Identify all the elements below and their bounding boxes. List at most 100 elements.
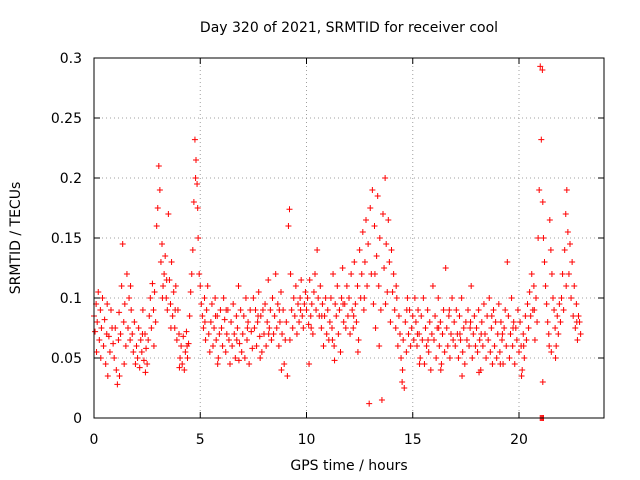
data-point [296, 319, 303, 325]
data-point [152, 319, 159, 325]
data-point [266, 325, 273, 331]
data-point [159, 295, 166, 301]
data-point [459, 349, 466, 355]
data-point [214, 361, 221, 367]
y-tick-label: 0.3 [60, 51, 82, 67]
data-point [252, 307, 259, 313]
data-point [492, 319, 499, 325]
data-point [317, 283, 324, 289]
data-point [460, 325, 467, 331]
data-point [186, 313, 193, 319]
y-tick-label: 0.25 [51, 111, 82, 127]
data-point [187, 289, 194, 295]
data-point [201, 319, 208, 325]
data-point [520, 343, 527, 349]
data-point [302, 289, 309, 295]
data-point [451, 319, 458, 325]
data-point [170, 289, 177, 295]
data-point [428, 331, 435, 337]
data-point [134, 355, 141, 361]
data-point [510, 325, 517, 331]
data-point [197, 283, 204, 289]
data-point [365, 241, 372, 247]
data-point [194, 181, 201, 187]
data-point [99, 295, 106, 301]
data-point [172, 307, 179, 313]
data-point [547, 247, 554, 253]
data-point [336, 307, 343, 313]
data-point [133, 343, 140, 349]
data-point [245, 319, 252, 325]
data-point [150, 307, 157, 313]
data-point [297, 295, 304, 301]
data-point [358, 271, 365, 277]
data-point [518, 373, 525, 379]
data-point [425, 337, 432, 343]
data-point [371, 271, 378, 277]
data-point [205, 331, 212, 337]
data-point [538, 136, 545, 143]
data-point [219, 343, 226, 349]
data-point [213, 337, 220, 343]
data-point [228, 319, 235, 325]
data-point [383, 241, 390, 247]
data-point [130, 349, 137, 355]
data-point [488, 313, 495, 319]
data-point [407, 343, 414, 349]
data-point [377, 307, 384, 313]
data-point [486, 295, 493, 301]
data-point [548, 271, 555, 277]
data-point [387, 319, 394, 325]
data-point [569, 259, 576, 265]
data-point [108, 307, 114, 313]
data-point [555, 331, 562, 337]
data-point [323, 331, 330, 337]
data-point [361, 259, 368, 265]
data-point [330, 271, 337, 277]
data-point [131, 319, 138, 325]
data-point [105, 333, 112, 340]
data-point [425, 349, 432, 355]
data-point [375, 283, 382, 289]
data-point [531, 337, 538, 343]
data-point [276, 307, 283, 313]
data-point [397, 331, 403, 337]
data-point [135, 325, 142, 331]
data-point [475, 307, 482, 313]
data-point [539, 199, 546, 205]
data-point [346, 295, 352, 301]
data-point [370, 301, 377, 307]
data-point [160, 283, 167, 289]
data-point [314, 247, 321, 253]
data-point [408, 325, 415, 331]
data-point [251, 325, 258, 331]
data-point [551, 307, 558, 313]
data-point [304, 295, 311, 301]
data-point [291, 313, 298, 319]
data-point [523, 337, 530, 343]
data-point [499, 337, 505, 343]
data-point [100, 343, 107, 349]
data-point [162, 253, 169, 259]
data-point [469, 355, 476, 361]
data-point [468, 283, 475, 289]
data-point [393, 295, 400, 301]
data-point [145, 337, 152, 343]
data-point [128, 307, 135, 313]
data-point [473, 325, 480, 331]
data-point [499, 331, 506, 337]
data-point [318, 325, 325, 331]
data-point [517, 319, 524, 325]
data-point [272, 271, 279, 277]
data-point [394, 343, 401, 349]
data-point [426, 319, 433, 325]
data-point [196, 271, 203, 277]
data-point [398, 355, 405, 361]
data-point [356, 247, 363, 253]
data-point [225, 337, 232, 343]
data-point [237, 307, 244, 313]
data-point [489, 361, 496, 367]
data-point [363, 217, 369, 223]
data-point [539, 379, 546, 385]
data-point [222, 349, 229, 355]
